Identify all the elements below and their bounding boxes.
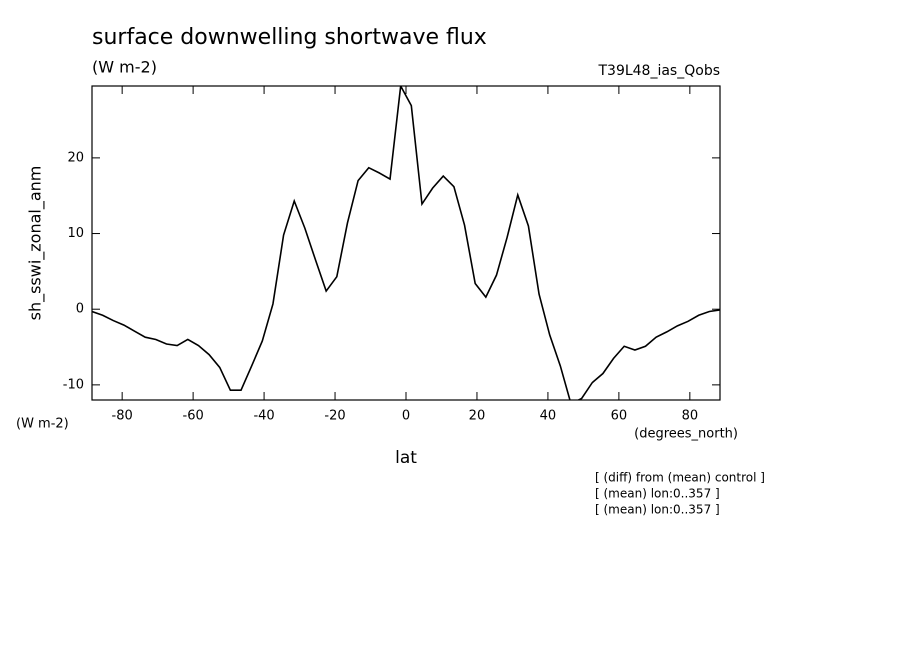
x-tick-label: 0: [402, 409, 410, 424]
note: [ (diff) from (mean) control ]: [595, 471, 765, 485]
x-tick-label: 80: [682, 409, 699, 424]
run-label: T39L48_ias_Qobs: [597, 63, 720, 79]
x-tick-label: 40: [540, 409, 557, 424]
plot-frame: [91, 85, 721, 401]
x-axis-label: lat: [395, 448, 417, 468]
y-units: (W m-2): [16, 417, 69, 432]
subtitle: (W m-2): [92, 58, 157, 77]
x-tick-label: -40: [253, 409, 274, 424]
note: [ (mean) lon:0..357 ]: [595, 503, 720, 517]
y-tick-label: 10: [67, 226, 84, 241]
y-axis-label: sh_sswi_zonal_anm: [26, 166, 46, 321]
x-tick-label: 20: [469, 409, 486, 424]
note: [ (mean) lon:0..357 ]: [595, 487, 720, 501]
x-tick-label: -80: [112, 409, 133, 424]
y-tick-label: 20: [67, 150, 84, 165]
chart-title: surface downwelling shortwave flux: [92, 25, 487, 50]
y-tick-label: 0: [76, 302, 84, 317]
x-tick-label: 60: [611, 409, 628, 424]
x-tick-label: -60: [183, 409, 204, 424]
y-tick-label: -10: [63, 377, 84, 392]
data-line: [92, 86, 720, 400]
x-units: (degrees_north): [634, 427, 738, 442]
x-tick-label: -20: [324, 409, 345, 424]
